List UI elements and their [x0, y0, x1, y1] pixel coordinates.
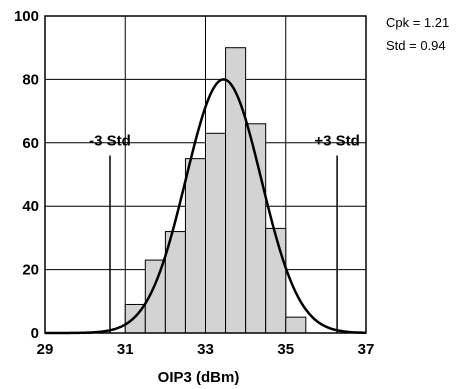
y-tick-label: 80 [22, 71, 39, 88]
y-tick-label: 40 [22, 198, 39, 215]
std-lines [109, 155, 338, 333]
histogram-bar [205, 132, 227, 334]
x-tick-label: 29 [37, 341, 54, 358]
x-tick-label: 33 [197, 341, 214, 358]
minus-3-std-label: -3 Std [89, 132, 131, 149]
cpk-stat: Cpk = 1.21 [386, 15, 449, 30]
y-tick-labels: 0 20 40 60 80 100 [14, 8, 39, 342]
histogram-bar [265, 227, 287, 334]
y-tick-label: 60 [22, 135, 39, 152]
histogram-bar [285, 316, 307, 334]
normal-curve [45, 78, 367, 335]
x-axis-label: OIP3 (dBm) [158, 369, 240, 386]
plus-3-std-label: +3 Std [314, 132, 359, 149]
y-tick-label: 100 [14, 8, 39, 25]
histogram-bar [184, 158, 206, 334]
y-tick-label: 20 [22, 262, 39, 279]
x-tick-label: 35 [277, 341, 294, 358]
y-tick-label: 0 [31, 325, 39, 342]
x-tick-label: 37 [358, 341, 375, 358]
x-tick-label: 31 [117, 341, 134, 358]
plot-frame [44, 15, 367, 334]
x-tick-labels: 29 31 33 35 37 [37, 341, 375, 358]
std-stat: Std = 0.94 [386, 38, 446, 53]
